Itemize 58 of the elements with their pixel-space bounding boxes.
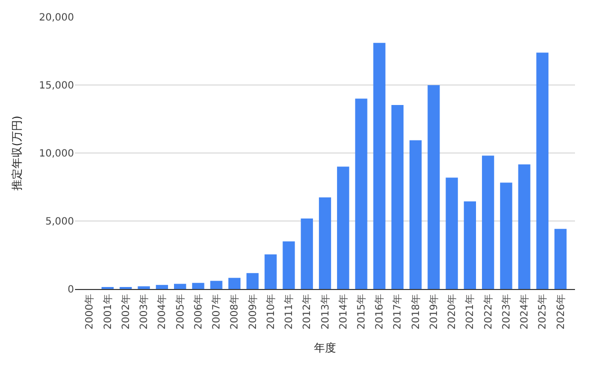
bar (246, 273, 259, 289)
y-tick-label: 10,000 (39, 148, 74, 160)
x-tick-label: 2019年 (428, 294, 440, 330)
x-tick-label: 2003年 (138, 294, 150, 330)
bar (210, 280, 222, 289)
bar (428, 85, 440, 289)
y-axis-title: 推定年収(万円) (10, 116, 24, 190)
bar (373, 42, 386, 289)
bar (518, 164, 530, 289)
x-tick-label: 2002年 (120, 294, 132, 330)
x-tick-label: 2007年 (210, 294, 223, 330)
x-tick-label: 2017年 (392, 294, 404, 330)
x-tick-label: 2023年 (500, 294, 512, 330)
x-tick-label: 2025年 (536, 294, 549, 330)
bar (337, 166, 350, 289)
bar (156, 284, 168, 289)
bar (554, 228, 567, 289)
bar (174, 284, 186, 289)
bar (464, 201, 476, 289)
x-tick-label: 2026年 (554, 294, 567, 330)
x-tick-label: 2000年 (84, 294, 96, 330)
y-tick-label: 20,000 (39, 12, 74, 24)
x-tick-label: 2015年 (355, 294, 368, 330)
x-tick-label: 2018年 (410, 294, 422, 330)
x-tick-label: 2021年 (464, 294, 476, 330)
x-tick-label: 2010年 (264, 294, 277, 330)
x-tick-label: 2006年 (192, 294, 204, 330)
y-tick-label: 0 (68, 284, 74, 296)
bar (355, 98, 368, 289)
bar (410, 140, 422, 289)
bar (282, 241, 295, 289)
bar (192, 282, 204, 289)
x-tick-label: 2009年 (246, 294, 259, 330)
y-tick-label: 5,000 (45, 216, 74, 228)
x-tick-label: 2005年 (174, 294, 186, 330)
bar (536, 52, 548, 289)
x-tick-label: 2013年 (319, 294, 332, 330)
x-tick-label: 2001年 (102, 294, 114, 330)
x-tick-label: 2020年 (446, 294, 458, 330)
bar (264, 254, 277, 289)
bar (482, 156, 494, 289)
x-axis-title: 年度 (314, 342, 336, 355)
bar (300, 218, 313, 289)
bar (228, 278, 240, 289)
x-tick-label: 2016年 (374, 294, 386, 330)
x-tick-label: 2011年 (283, 294, 296, 330)
bar (500, 182, 512, 289)
x-tick-label: 2004年 (156, 294, 168, 330)
x-tick-label: 2022年 (482, 294, 494, 330)
x-tick-label: 2024年 (518, 294, 531, 330)
bar (138, 286, 150, 289)
y-tick-label: 15,000 (39, 80, 74, 92)
x-tick-label: 2008年 (228, 294, 241, 330)
bar (446, 178, 458, 289)
bar (391, 104, 404, 289)
x-tick-label: 2014年 (337, 294, 350, 330)
bar (318, 197, 332, 289)
x-tick-label: 2012年 (301, 294, 314, 330)
